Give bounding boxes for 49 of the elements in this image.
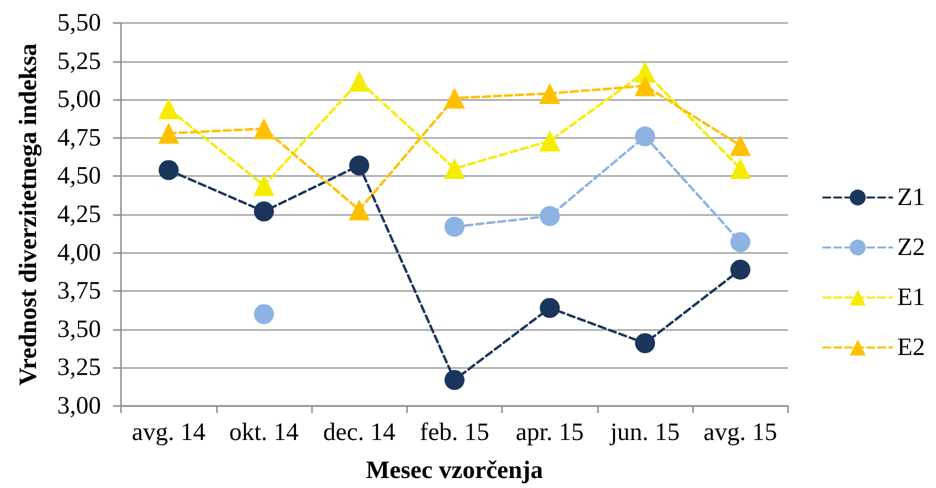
point bbox=[158, 98, 180, 120]
point bbox=[253, 118, 274, 140]
point bbox=[540, 206, 560, 226]
y-tick-label: 5,00 bbox=[57, 86, 101, 114]
point bbox=[730, 260, 750, 280]
x-tick-label: feb. 15 bbox=[420, 419, 490, 446]
x-tick-label: avg. 14 bbox=[132, 419, 206, 446]
point bbox=[730, 232, 750, 252]
point bbox=[730, 158, 751, 180]
point bbox=[158, 160, 179, 180]
point bbox=[539, 130, 560, 152]
y-axis-title: Vrednost diverzitetnega indeksa bbox=[15, 42, 42, 386]
legend-label: Z2 bbox=[897, 234, 926, 261]
point bbox=[444, 216, 464, 237]
x-tick-label: avg. 15 bbox=[704, 419, 778, 446]
point bbox=[253, 174, 274, 196]
x-axis-title: Mesec vzorčenja bbox=[366, 457, 544, 484]
y-tick-label: 3,25 bbox=[57, 354, 101, 382]
point bbox=[635, 333, 656, 354]
point bbox=[634, 75, 656, 96]
x-tick-label: okt. 14 bbox=[229, 419, 300, 446]
point bbox=[444, 370, 464, 390]
point bbox=[254, 201, 274, 222]
y-tick-label: 4,25 bbox=[57, 201, 101, 228]
x-tick-label: jun. 15 bbox=[609, 419, 680, 446]
y-tick-label: 4,75 bbox=[57, 124, 101, 152]
y-tick-label: 3,00 bbox=[57, 392, 101, 420]
point bbox=[444, 158, 465, 180]
y-tick-label: 3,50 bbox=[57, 316, 101, 343]
x-tick-label: apr. 15 bbox=[516, 419, 584, 446]
point bbox=[348, 199, 370, 220]
legend-label: E2 bbox=[897, 334, 926, 361]
y-tick-label: 4,50 bbox=[57, 162, 101, 190]
point bbox=[635, 126, 656, 146]
y-tick-label: 4,00 bbox=[57, 239, 101, 266]
y-tick-label: 3,75 bbox=[57, 278, 101, 305]
point bbox=[539, 82, 560, 104]
point bbox=[158, 122, 180, 144]
legend-label: Z1 bbox=[897, 184, 926, 211]
point bbox=[730, 135, 751, 156]
x-tick-label: dec. 14 bbox=[323, 419, 396, 446]
point bbox=[349, 155, 370, 176]
y-tick-label: 5,50 bbox=[57, 10, 101, 36]
point bbox=[348, 70, 370, 92]
y-tick-label: 5,25 bbox=[57, 48, 101, 75]
legend-label: E1 bbox=[897, 284, 926, 311]
point bbox=[540, 298, 560, 318]
point bbox=[254, 304, 274, 324]
point bbox=[444, 88, 465, 109]
